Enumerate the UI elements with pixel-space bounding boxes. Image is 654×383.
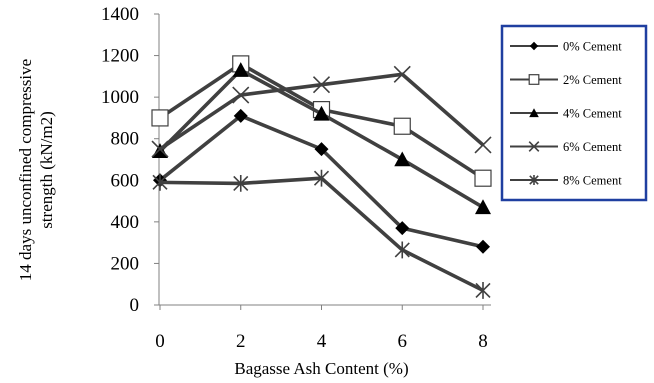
x-axis-title: Bagasse Ash Content (%) [234, 359, 408, 378]
series-4 [152, 169, 491, 299]
series-line [158, 68, 484, 209]
x-tick-label: 6 [398, 331, 408, 352]
y-tick-label: 1000 [101, 87, 139, 108]
data-point-triangle [232, 62, 249, 77]
data-point-triangle [152, 143, 168, 158]
data-point-square [528, 74, 540, 85]
x-tick-label: 4 [317, 331, 327, 352]
data-point-x [393, 65, 411, 83]
data-point-star [233, 175, 249, 192]
y-tick-label: 800 [111, 129, 140, 150]
data-point-square [393, 117, 411, 135]
series-3 [151, 65, 492, 158]
data-point-diamond [314, 142, 329, 157]
data-point-x [232, 86, 250, 104]
legend-entry: 8% Cement [510, 174, 622, 188]
data-point-star [394, 241, 410, 259]
data-point-diamond [395, 221, 410, 236]
y-axis-title: 14 days unconfined compressive strength … [16, 59, 56, 281]
y-tick-label: 600 [111, 170, 140, 191]
legend-label: 0% Cement [563, 40, 622, 54]
legend-entry: 6% Cement [510, 140, 622, 154]
data-point-star [475, 282, 491, 299]
legend-entry: 4% Cement [510, 107, 622, 121]
series-2 [152, 62, 491, 215]
y-axis-title-line-1: 14 days unconfined compressive [16, 59, 35, 281]
legend-label: 4% Cement [563, 107, 622, 121]
series-line [158, 62, 484, 180]
x-tick-label: 2 [236, 331, 246, 352]
data-point-star [529, 174, 539, 186]
x-tick-label: 0 [155, 331, 165, 352]
data-point-diamond [233, 108, 248, 123]
data-point-x [474, 136, 492, 154]
data-point-square [151, 109, 169, 127]
data-point-triangle [313, 105, 330, 121]
data-point-star [313, 169, 330, 187]
data-point-triangle [475, 199, 491, 215]
legend: 0% Cement 2% Cement 4% Cement 6% Cement 8% C… [500, 24, 648, 202]
data-point-x [151, 140, 169, 158]
data-point-x [312, 76, 331, 94]
y-axis-ticks: 0 200 400 600 800 1000 1200 1400 [101, 4, 159, 316]
y-tick-label: 1400 [101, 4, 139, 25]
legend-label: 6% Cement [563, 140, 622, 154]
legend-entry: 0% Cement [510, 40, 622, 54]
data-point-triangle [394, 151, 411, 167]
data-point-star [152, 173, 168, 191]
data-point-triangle [529, 108, 539, 118]
data-point-diamond [529, 41, 539, 51]
series-group [151, 55, 492, 299]
x-axis-ticks: 0 2 4 6 8 [155, 305, 488, 352]
legend-label: 8% Cement [563, 174, 622, 188]
y-tick-label: 1200 [101, 46, 139, 67]
data-point-x [528, 141, 540, 152]
data-point-diamond [476, 239, 490, 254]
legend-entry: 2% Cement [510, 73, 622, 87]
y-tick-label: 200 [111, 253, 140, 274]
legend-label: 2% Cement [563, 73, 622, 87]
data-point-square [474, 169, 492, 187]
x-tick-label: 8 [478, 331, 488, 352]
y-tick-label: 0 [130, 295, 140, 316]
y-axis-title-line-2: strength (kN/m2) [37, 111, 56, 229]
y-tick-label: 400 [111, 212, 140, 233]
